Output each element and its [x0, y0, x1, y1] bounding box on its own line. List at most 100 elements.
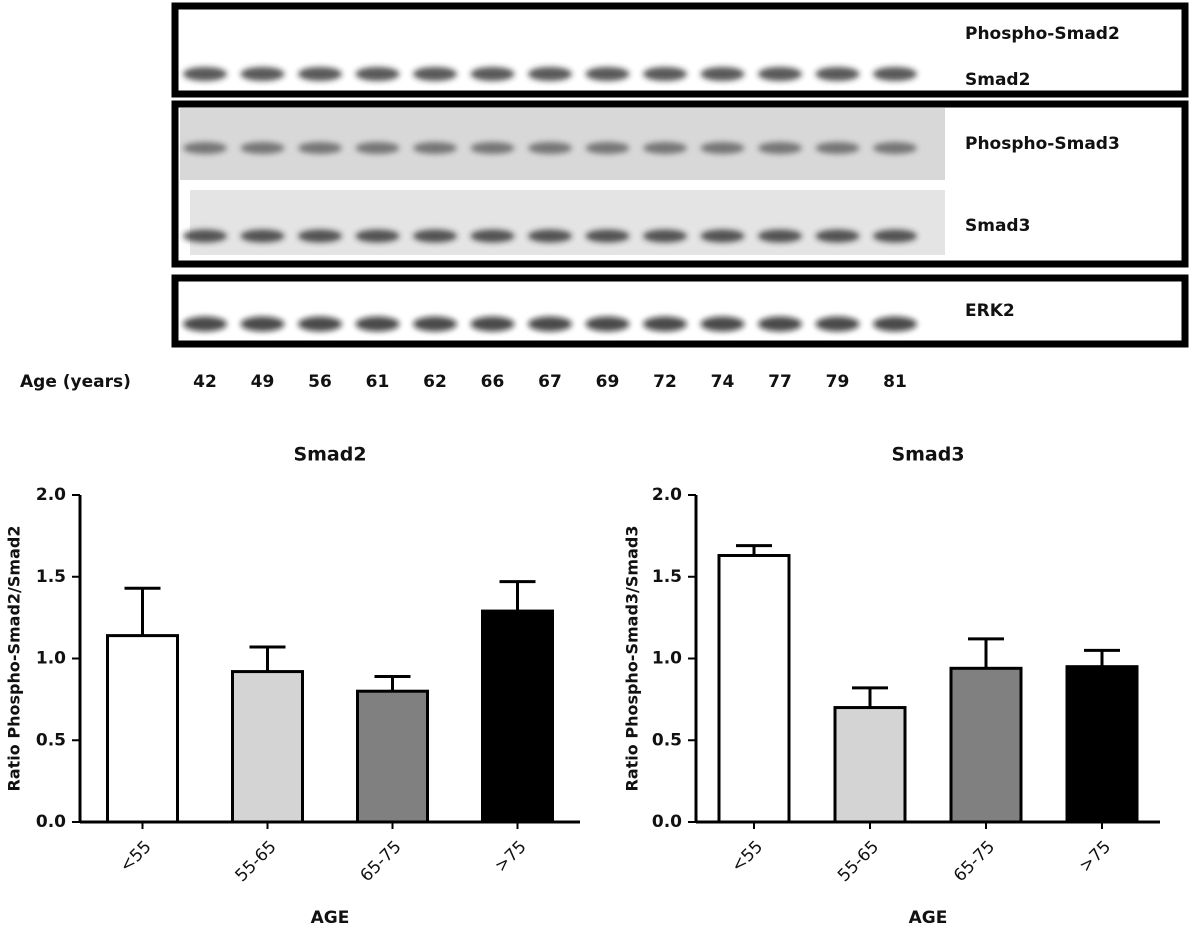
band	[873, 229, 917, 243]
age-tick: 67	[538, 372, 562, 392]
band	[758, 142, 802, 154]
age-tick: 42	[193, 372, 217, 392]
band	[758, 229, 802, 243]
x-tick-label: >75	[491, 837, 531, 877]
band	[585, 316, 630, 332]
y-tick-label: 2.0	[36, 485, 66, 505]
y-axis-label: Ratio Phospho-Smad2/Smad2	[5, 526, 24, 792]
bar	[833, 706, 907, 824]
bar	[949, 666, 1023, 824]
age-tick: 72	[653, 372, 677, 392]
bar	[106, 634, 179, 824]
band	[413, 67, 457, 81]
membrane	[190, 190, 945, 255]
bar	[717, 553, 791, 824]
band	[470, 229, 515, 243]
band	[413, 229, 457, 243]
bar	[356, 689, 429, 824]
age-tick: 74	[711, 372, 735, 392]
x-tick-label: >75	[1076, 837, 1116, 877]
band	[528, 316, 572, 332]
band	[183, 229, 227, 243]
band	[873, 67, 917, 81]
band	[528, 67, 572, 81]
x-tick-label: <55	[116, 837, 156, 877]
band	[815, 142, 860, 154]
x-tick-label: 65-75	[356, 837, 405, 886]
band	[643, 67, 687, 81]
blot-panels	[171, 2, 1189, 348]
blot-label: ERK2	[965, 301, 1015, 321]
band	[528, 229, 572, 243]
band	[470, 67, 515, 81]
y-tick-label: 0.0	[36, 812, 66, 832]
age-tick: 66	[481, 372, 505, 392]
blot-label: Smad3	[965, 216, 1030, 236]
band	[355, 316, 400, 332]
blot-box	[171, 100, 1189, 268]
blot-box	[171, 274, 1189, 348]
y-tick-label: 0.5	[36, 730, 66, 750]
band	[815, 229, 860, 243]
y-tick-label: 1.0	[36, 649, 66, 669]
band	[355, 67, 400, 81]
band	[298, 67, 342, 81]
band	[470, 316, 515, 332]
age-tick: 62	[423, 372, 447, 392]
band	[873, 316, 917, 332]
band	[355, 142, 400, 154]
bar	[481, 609, 554, 824]
band	[758, 316, 802, 332]
band	[700, 229, 745, 243]
blot-label: Smad2	[965, 70, 1030, 90]
band	[298, 142, 342, 154]
chart-title: Smad2	[293, 444, 366, 466]
band	[815, 316, 860, 332]
age-tick: 49	[251, 372, 275, 392]
band	[643, 229, 687, 243]
x-axis-label: AGE	[909, 908, 948, 928]
x-axis-label: AGE	[311, 908, 350, 928]
band	[240, 229, 285, 243]
band	[585, 142, 630, 154]
band	[240, 67, 285, 81]
age-tick: 56	[308, 372, 332, 392]
y-tick-label: 0.5	[652, 730, 682, 750]
band	[873, 142, 917, 154]
bar	[231, 670, 304, 824]
band	[355, 229, 400, 243]
band	[240, 142, 285, 154]
x-tick-label: 55-65	[834, 837, 883, 886]
y-tick-label: 1.5	[36, 567, 66, 587]
band	[700, 67, 745, 81]
y-tick-label: 2.0	[652, 485, 682, 505]
charts: Smad2 AGE Ratio Phospho-Smad2/Smad2 0.0 0.5 1…	[5, 444, 1160, 928]
age-tick: 77	[768, 372, 792, 392]
band	[700, 142, 745, 154]
band	[643, 142, 687, 154]
y-tick-label: 0.0	[652, 812, 682, 832]
y-tick-label: 1.5	[652, 567, 682, 587]
band	[758, 67, 802, 81]
x-tick-label: 65-75	[950, 837, 999, 886]
y-tick-label: 1.0	[652, 649, 682, 669]
chart-title: Smad3	[891, 444, 964, 466]
age-tick: 79	[826, 372, 850, 392]
blot-label: Phospho-Smad2	[965, 24, 1120, 44]
blot-box	[171, 2, 1189, 98]
band	[585, 67, 630, 81]
band	[183, 142, 227, 154]
band	[470, 142, 515, 154]
x-tick-label: 55-65	[231, 837, 280, 886]
band	[413, 316, 457, 332]
x-tick-label: <55	[728, 837, 768, 877]
band	[240, 316, 285, 332]
band	[585, 229, 630, 243]
band	[413, 142, 457, 154]
band	[700, 316, 745, 332]
y-axis-label: Ratio Phospho-Smad3/Smad3	[623, 526, 642, 792]
band	[298, 229, 342, 243]
age-label: Age (years)	[20, 372, 131, 392]
age-tick: 61	[366, 372, 390, 392]
